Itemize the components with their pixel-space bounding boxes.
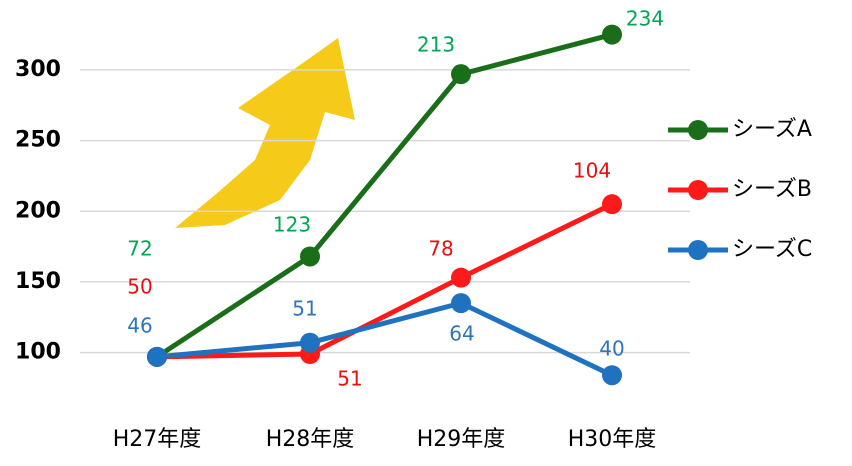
point bbox=[451, 293, 471, 314]
series-line bbox=[156, 201, 614, 360]
data-label: 104 bbox=[573, 159, 611, 183]
legend-label: シーズA bbox=[732, 117, 812, 142]
legend-marker bbox=[688, 180, 708, 200]
data-label: 123 bbox=[273, 213, 311, 237]
point bbox=[451, 64, 471, 85]
legend-label: シーズB bbox=[732, 177, 812, 202]
data-label: 72 bbox=[127, 237, 152, 261]
point bbox=[602, 194, 622, 215]
y-tick-label: 100 bbox=[15, 340, 61, 365]
data-label: 50 bbox=[127, 275, 152, 299]
point bbox=[451, 267, 471, 288]
x-tick-label: H30年度 bbox=[568, 427, 657, 452]
point bbox=[602, 365, 622, 386]
data-label: 40 bbox=[599, 337, 624, 361]
data-label: 51 bbox=[292, 297, 317, 321]
data-label: 78 bbox=[428, 237, 453, 261]
legend-marker bbox=[688, 240, 708, 260]
x-tick-label: H29年度 bbox=[417, 427, 506, 452]
data-label: 64 bbox=[449, 322, 474, 346]
y-tick-label: 150 bbox=[15, 269, 61, 294]
data-label: 234 bbox=[626, 7, 664, 31]
decor-arrow bbox=[175, 38, 355, 228]
point bbox=[300, 246, 320, 267]
point bbox=[147, 346, 167, 367]
x-tick-label: H27年度 bbox=[113, 427, 202, 452]
x-tick-label: H28年度 bbox=[266, 427, 355, 452]
y-tick-label: 250 bbox=[15, 128, 61, 153]
series-line bbox=[156, 300, 614, 378]
data-label: 213 bbox=[417, 33, 455, 57]
point bbox=[602, 24, 622, 45]
legend-marker bbox=[688, 120, 708, 140]
series-line bbox=[155, 32, 613, 359]
y-tick-label: 300 bbox=[15, 57, 61, 82]
legend-label: シーズC bbox=[732, 237, 812, 262]
data-label: 51 bbox=[337, 367, 362, 391]
data-label: 46 bbox=[127, 314, 152, 338]
y-tick-label: 200 bbox=[15, 198, 61, 223]
point bbox=[300, 332, 320, 353]
